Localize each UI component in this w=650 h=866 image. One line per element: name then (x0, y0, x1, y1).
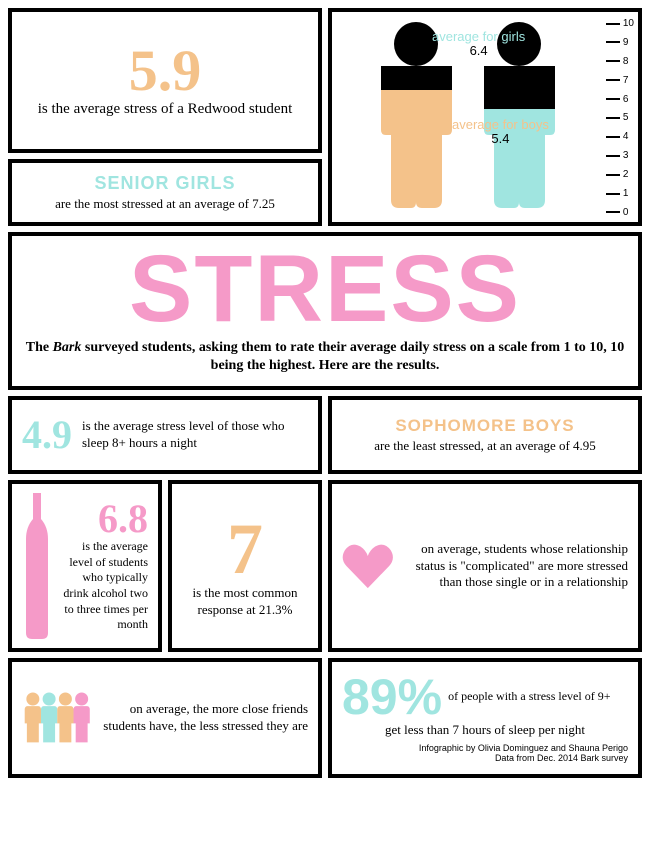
title-desc: The Bark surveyed students, asking them … (22, 339, 628, 375)
stat-value: 4.9 (22, 415, 72, 455)
bottle-icon (22, 491, 52, 641)
stat-senior-girls: SENIOR GIRLS are the most stressed at an… (8, 159, 322, 226)
stat-friends: on average, the more close friends stude… (8, 658, 322, 778)
heading: SOPHOMORE BOYS (395, 416, 574, 436)
stat-alcohol: 6.8 is the average level of students who… (8, 480, 162, 652)
girls-label: average for girls (432, 30, 525, 44)
stat-desc: is the average stress level of those who… (82, 418, 308, 452)
stat-desc: are the least stressed, at an average of… (374, 438, 596, 454)
stat-desc: is the average level of students who typ… (58, 539, 148, 633)
title-word: STRESS (129, 247, 521, 333)
girls-value: 6.4 (432, 44, 525, 58)
people-group-icon (22, 668, 93, 768)
title-box: STRESS The Bark surveyed students, askin… (8, 232, 642, 390)
stat-value: 5.9 (129, 42, 202, 100)
stat-desc-top: of people with a stress level of 9+ (448, 689, 610, 705)
stat-desc-bottom: get less than 7 hours of sleep per night (385, 722, 585, 739)
stat-value: 7 (227, 513, 263, 585)
boys-value: 5.4 (452, 132, 549, 146)
stat-common-response: 7 is the most common response at 21.3% (168, 480, 322, 652)
stat-value: 89% (342, 672, 442, 722)
boys-label: average for boys (452, 118, 549, 132)
credit: Infographic by Olivia Dominguez and Shau… (342, 743, 628, 765)
stat-sophomore-boys: SOPHOMORE BOYS are the least stressed, a… (328, 396, 642, 474)
stat-value: 6.8 (58, 499, 148, 539)
stat-sleep: 4.9 is the average stress level of those… (8, 396, 322, 474)
stat-avg-stress: 5.9 is the average stress of a Redwood s… (8, 8, 322, 153)
stat-desc: on average, the more close friends stude… (99, 701, 309, 735)
stat-desc: are the most stressed at an average of 7… (55, 196, 275, 212)
heart-icon (342, 501, 394, 631)
people-chart: average for girls 6.4 average for boys 5… (328, 8, 642, 226)
stat-desc: is the most common response at 21.3% (182, 585, 308, 619)
stat-desc: on average, students whose relationship … (402, 541, 628, 592)
stat-relationship: on average, students whose relationship … (328, 480, 642, 652)
stat-sleep-deprived: 89% of people with a stress level of 9+ … (328, 658, 642, 778)
heading: SENIOR GIRLS (94, 173, 235, 194)
stat-desc: is the average stress of a Redwood stude… (38, 100, 293, 120)
scale-axis: 10 9 8 7 6 5 4 3 2 1 0 (606, 18, 634, 218)
